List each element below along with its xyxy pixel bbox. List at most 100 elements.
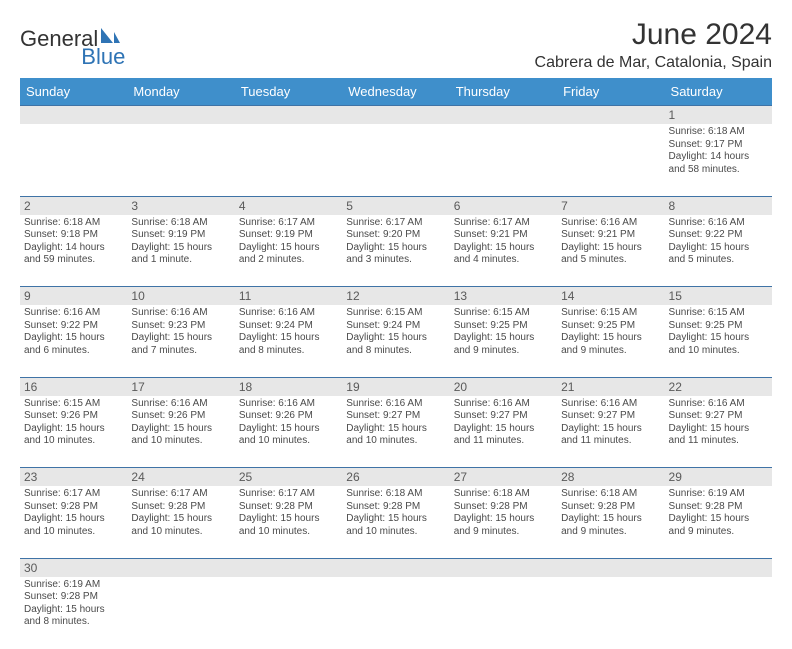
day-cell: Sunrise: 6:16 AMSunset: 9:22 PMDaylight:… [665, 215, 772, 287]
daylight-text-1: Daylight: 15 hours [669, 513, 750, 524]
daylight-text-2: and 9 minutes. [669, 526, 735, 537]
day-details: Sunrise: 6:15 AMSunset: 9:24 PMDaylight:… [346, 307, 445, 357]
daylight-text-2: and 4 minutes. [454, 254, 520, 265]
weekday-header-row: SundayMondayTuesdayWednesdayThursdayFrid… [20, 78, 772, 106]
daynum-cell: 23 [20, 468, 127, 487]
daylight-text-2: and 10 minutes. [24, 435, 95, 446]
day-cell: Sunrise: 6:15 AMSunset: 9:24 PMDaylight:… [342, 305, 449, 377]
day-cell [557, 124, 664, 196]
day-cell: Sunrise: 6:16 AMSunset: 9:22 PMDaylight:… [20, 305, 127, 377]
day-cell: Sunrise: 6:16 AMSunset: 9:21 PMDaylight:… [557, 215, 664, 287]
logo: General Blue [20, 18, 121, 52]
sunset-text: Sunset: 9:22 PM [24, 320, 98, 331]
day-number: 26 [346, 468, 445, 486]
day-cell: Sunrise: 6:16 AMSunset: 9:27 PMDaylight:… [450, 396, 557, 468]
sunrise-text: Sunrise: 6:17 AM [239, 488, 315, 499]
daylight-text-1: Daylight: 15 hours [131, 513, 212, 524]
content-row: Sunrise: 6:19 AMSunset: 9:28 PMDaylight:… [20, 577, 772, 649]
daylight-text-1: Daylight: 15 hours [454, 242, 535, 253]
daynum-cell [20, 106, 127, 125]
sunrise-text: Sunrise: 6:16 AM [131, 398, 207, 409]
daylight-text-1: Daylight: 15 hours [561, 332, 642, 343]
daynum-cell: 16 [20, 377, 127, 396]
day-cell: Sunrise: 6:16 AMSunset: 9:27 PMDaylight:… [665, 396, 772, 468]
day-cell: Sunrise: 6:16 AMSunset: 9:27 PMDaylight:… [342, 396, 449, 468]
day-cell [127, 124, 234, 196]
day-cell: Sunrise: 6:17 AMSunset: 9:19 PMDaylight:… [235, 215, 342, 287]
day-number: 3 [131, 197, 230, 215]
daynum-cell: 25 [235, 468, 342, 487]
daylight-text-1: Daylight: 15 hours [669, 423, 750, 434]
content-row: Sunrise: 6:17 AMSunset: 9:28 PMDaylight:… [20, 486, 772, 558]
daynum-cell: 26 [342, 468, 449, 487]
header: General Blue June 2024 Cabrera de Mar, C… [20, 18, 772, 72]
sunset-text: Sunset: 9:24 PM [239, 320, 313, 331]
daylight-text-1: Daylight: 15 hours [24, 332, 105, 343]
day-cell: Sunrise: 6:18 AMSunset: 9:19 PMDaylight:… [127, 215, 234, 287]
sunrise-text: Sunrise: 6:15 AM [561, 307, 637, 318]
day-cell: Sunrise: 6:18 AMSunset: 9:18 PMDaylight:… [20, 215, 127, 287]
sunset-text: Sunset: 9:24 PM [346, 320, 420, 331]
daynum-row: 16171819202122 [20, 377, 772, 396]
daylight-text-2: and 10 minutes. [131, 526, 202, 537]
daynum-cell: 8 [665, 196, 772, 215]
weekday-header: Tuesday [235, 78, 342, 106]
sunset-text: Sunset: 9:27 PM [454, 410, 528, 421]
day-cell [450, 124, 557, 196]
day-cell: Sunrise: 6:18 AMSunset: 9:17 PMDaylight:… [665, 124, 772, 196]
daylight-text-2: and 2 minutes. [239, 254, 305, 265]
day-cell: Sunrise: 6:15 AMSunset: 9:25 PMDaylight:… [557, 305, 664, 377]
day-cell: Sunrise: 6:17 AMSunset: 9:28 PMDaylight:… [127, 486, 234, 558]
day-cell: Sunrise: 6:15 AMSunset: 9:26 PMDaylight:… [20, 396, 127, 468]
daylight-text-1: Daylight: 15 hours [561, 513, 642, 524]
content-row: Sunrise: 6:18 AMSunset: 9:18 PMDaylight:… [20, 215, 772, 287]
daylight-text-2: and 9 minutes. [454, 526, 520, 537]
day-number: 7 [561, 197, 660, 215]
day-number: 27 [454, 468, 553, 486]
daynum-row: 2345678 [20, 196, 772, 215]
daylight-text-2: and 11 minutes. [454, 435, 524, 446]
daynum-cell [127, 558, 234, 577]
daylight-text-2: and 11 minutes. [669, 435, 739, 446]
sunrise-text: Sunrise: 6:16 AM [239, 398, 315, 409]
weekday-header: Sunday [20, 78, 127, 106]
daynum-cell: 17 [127, 377, 234, 396]
day-details: Sunrise: 6:16 AMSunset: 9:26 PMDaylight:… [239, 398, 338, 448]
daynum-cell [450, 558, 557, 577]
day-details: Sunrise: 6:16 AMSunset: 9:21 PMDaylight:… [561, 217, 660, 267]
day-number: 8 [669, 197, 768, 215]
sunrise-text: Sunrise: 6:15 AM [669, 307, 745, 318]
daynum-cell: 21 [557, 377, 664, 396]
daylight-text-1: Daylight: 15 hours [239, 423, 320, 434]
day-number: 4 [239, 197, 338, 215]
location: Cabrera de Mar, Catalonia, Spain [535, 54, 772, 72]
day-details: Sunrise: 6:18 AMSunset: 9:18 PMDaylight:… [24, 217, 123, 267]
daynum-cell [235, 106, 342, 125]
daylight-text-1: Daylight: 15 hours [669, 242, 750, 253]
day-number: 14 [561, 287, 660, 305]
day-details: Sunrise: 6:17 AMSunset: 9:28 PMDaylight:… [131, 488, 230, 538]
sunrise-text: Sunrise: 6:17 AM [131, 488, 207, 499]
daylight-text-1: Daylight: 15 hours [24, 604, 105, 615]
daynum-cell: 11 [235, 287, 342, 306]
weekday-header: Saturday [665, 78, 772, 106]
day-cell: Sunrise: 6:18 AMSunset: 9:28 PMDaylight:… [557, 486, 664, 558]
sunrise-text: Sunrise: 6:18 AM [131, 217, 207, 228]
daynum-cell [235, 558, 342, 577]
daynum-cell: 9 [20, 287, 127, 306]
sunrise-text: Sunrise: 6:18 AM [24, 217, 100, 228]
daynum-row: 9101112131415 [20, 287, 772, 306]
daylight-text-1: Daylight: 15 hours [131, 423, 212, 434]
day-cell [127, 577, 234, 649]
daylight-text-1: Daylight: 15 hours [454, 332, 535, 343]
day-details: Sunrise: 6:19 AMSunset: 9:28 PMDaylight:… [24, 579, 123, 629]
daynum-cell [450, 106, 557, 125]
daylight-text-2: and 10 minutes. [346, 526, 417, 537]
daylight-text-2: and 3 minutes. [346, 254, 412, 265]
day-cell [235, 577, 342, 649]
sunrise-text: Sunrise: 6:17 AM [24, 488, 100, 499]
daynum-cell: 22 [665, 377, 772, 396]
day-details: Sunrise: 6:18 AMSunset: 9:28 PMDaylight:… [346, 488, 445, 538]
calendar-table: SundayMondayTuesdayWednesdayThursdayFrid… [20, 78, 772, 649]
day-cell: Sunrise: 6:16 AMSunset: 9:27 PMDaylight:… [557, 396, 664, 468]
